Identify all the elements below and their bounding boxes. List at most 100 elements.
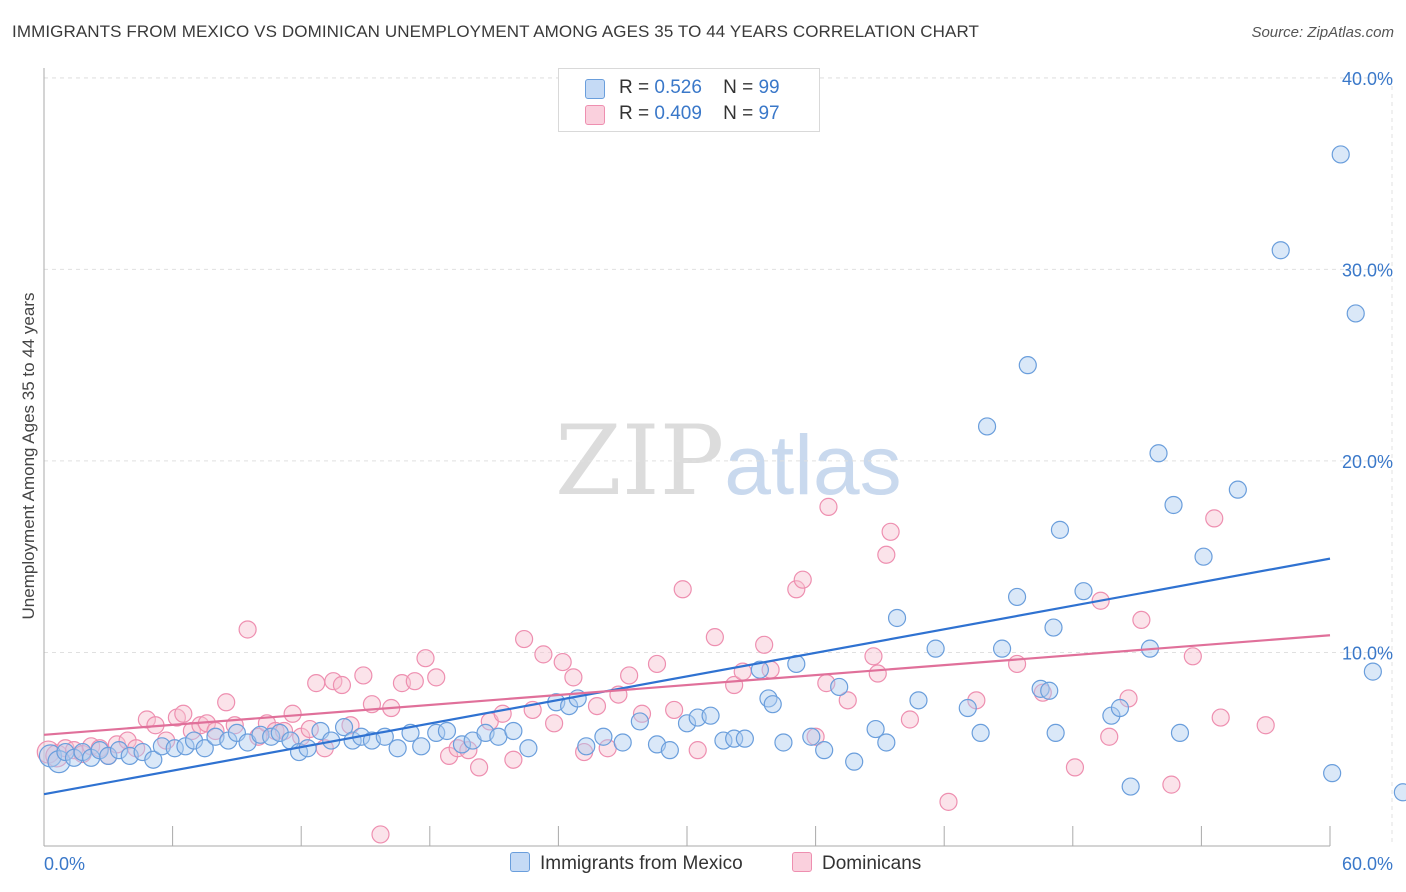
dominicans-point (620, 666, 639, 685)
mexico-point (594, 727, 613, 746)
dominicans-point (427, 668, 446, 687)
mexico-point (298, 739, 317, 758)
dominicans-point (939, 792, 958, 811)
y-tick-label: 40.0% (1342, 69, 1393, 89)
dominicans-point (515, 629, 534, 649)
mexico-point (195, 739, 214, 758)
mexico-point (774, 733, 793, 752)
dominicans-point (755, 635, 774, 654)
dominicans-point (341, 716, 360, 735)
mexico-point (926, 639, 945, 658)
n-value: 99 (758, 77, 780, 98)
dominicans-point (416, 649, 435, 668)
r-label: R = (619, 103, 650, 124)
axes (43, 68, 1331, 847)
mexico-point (144, 750, 163, 769)
legend-swatch-mexico (510, 852, 530, 872)
dominicans-point (900, 710, 920, 729)
r-label: R = (619, 77, 650, 98)
n-label: N = (723, 103, 754, 124)
mexico-point (815, 741, 834, 760)
legend-text-mexico: R = 0.526 N = 99 (619, 77, 780, 99)
mexico-point (763, 695, 782, 714)
mexico-point (47, 750, 71, 774)
mexico-point (866, 719, 885, 739)
dominicans-point (1100, 727, 1119, 746)
dominicans-point (371, 825, 390, 844)
legend-swatch-blue (585, 79, 605, 99)
dominicans-point (673, 580, 692, 599)
mexico-point (262, 727, 281, 746)
y-axis-label: Unemployment Among Ages 35 to 44 years (19, 293, 38, 620)
mexico-point (1194, 547, 1213, 566)
dominicans-point (881, 522, 900, 541)
y-tick-label: 10.0% (1342, 643, 1393, 663)
dominicans-point (238, 620, 257, 639)
dominicans-point (405, 672, 424, 691)
mexico-point (99, 746, 118, 765)
x-tick-label-min: 0.0% (44, 854, 85, 874)
mexico-point (1363, 662, 1382, 681)
y-tick-label: 30.0% (1342, 260, 1393, 280)
mexico-points (38, 145, 1406, 802)
dominicans-point (504, 750, 523, 769)
dominicans-point (283, 704, 302, 723)
dominicans-point (553, 652, 572, 672)
mexico-point (1149, 444, 1168, 463)
mexico-point (109, 741, 129, 760)
mexico-point (725, 729, 744, 748)
mexico-point (1346, 304, 1365, 323)
legend-label-mexico: Immigrants from Mexico (540, 853, 743, 874)
trend-lines (43, 557, 1331, 796)
mexico-point (735, 729, 754, 748)
mexico-point (660, 741, 679, 760)
n-value: 97 (758, 103, 780, 124)
y-tick-label: 20.0% (1342, 452, 1393, 472)
mexico-point (977, 417, 997, 436)
dominicans-point (1205, 509, 1224, 528)
dominicans-point (324, 672, 343, 691)
r-value: 0.526 (654, 77, 702, 98)
mexico-point (877, 733, 896, 752)
mexico-point (1046, 723, 1065, 743)
mexico-point (38, 744, 63, 768)
legend-swatch-pink (585, 105, 605, 125)
dominicans-point (819, 497, 838, 516)
dominicans-point (838, 691, 857, 710)
legend-item-dominicans: Dominicans (792, 852, 921, 875)
correlation-legend: R = 0.526 N = 99 R = 0.409 N = 97 (558, 68, 820, 132)
mexico-point (1040, 681, 1059, 700)
mexico-point (613, 733, 632, 752)
dominicans-point (1065, 758, 1085, 777)
dominicans-point (534, 645, 553, 664)
mexico-point (1018, 356, 1037, 375)
mexico-point (1110, 698, 1130, 718)
dominicans-point (307, 674, 326, 693)
dominicans-point (793, 570, 812, 589)
dominicans-point (665, 700, 684, 720)
n-label: N = (723, 77, 754, 98)
mexico-point (992, 639, 1012, 658)
mexico-point (1323, 764, 1342, 783)
source-label: Source: ZipAtlas.com (1251, 24, 1394, 41)
dominicans-point (877, 545, 896, 564)
mexico-point (1393, 783, 1406, 802)
dominicans-point (545, 714, 564, 733)
dominicans-points (36, 497, 1275, 844)
mexico-point (1074, 582, 1093, 601)
dominicans-point (174, 704, 193, 723)
r-value: 0.409 (654, 103, 702, 124)
dominicans-point (787, 580, 806, 599)
mexico-point (1044, 618, 1063, 637)
mexico-point (701, 706, 720, 725)
mexico-point (504, 721, 523, 741)
mexico-trend-line (43, 557, 1331, 796)
dominicans-point (868, 664, 887, 683)
mexico-point (437, 721, 457, 741)
mexico-point (887, 608, 907, 628)
dominicans-point (493, 704, 512, 723)
legend-text-dominicans: R = 0.409 N = 97 (619, 103, 780, 125)
mexico-point (677, 714, 697, 733)
dominicans-point (564, 668, 583, 687)
dominicans-point (688, 741, 707, 760)
